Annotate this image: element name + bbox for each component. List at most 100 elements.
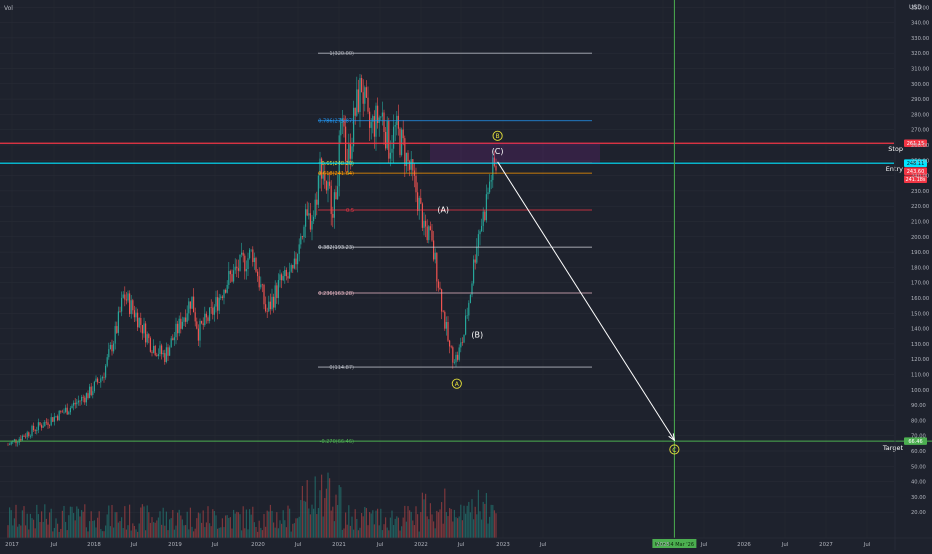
candle-body	[349, 144, 351, 159]
projection-arrow[interactable]	[497, 161, 675, 441]
volume-bar	[25, 525, 27, 538]
candle-body	[399, 128, 401, 155]
volume-bar	[122, 528, 124, 538]
time-axis[interactable]: 2017 Jul 2018 Jul 2019 Jul 2020 Jul 2021 Jul 2022 J…	[0, 537, 932, 548]
candle-body	[178, 318, 180, 334]
volume-bar	[365, 508, 367, 538]
price-tick-label: 70.00	[911, 434, 926, 440]
candle-body	[138, 318, 140, 328]
candle-body	[277, 280, 279, 299]
candle-body	[308, 213, 310, 216]
candle-body	[367, 97, 369, 112]
volume-bar	[410, 511, 412, 538]
candle-body	[285, 269, 287, 277]
candle-body	[345, 126, 347, 162]
candle-body	[410, 159, 412, 170]
candle-body	[269, 301, 271, 310]
fib-label: -0.270(66.46)	[320, 439, 354, 445]
candle-body	[289, 271, 291, 279]
volume-bar	[492, 504, 494, 538]
time-tick-label: 2017	[5, 542, 19, 548]
candle-body	[13, 439, 15, 441]
candle-body	[42, 426, 44, 428]
volume-bar	[85, 527, 87, 538]
candle-body	[473, 259, 475, 284]
candle-body	[63, 411, 65, 413]
volume-bar	[221, 518, 223, 538]
volume-bar	[276, 512, 278, 538]
candle-body	[79, 400, 81, 402]
volume-bar	[124, 506, 126, 538]
candle-body	[137, 312, 139, 328]
volume-bar	[26, 513, 28, 538]
price-tick-label: 260.00	[911, 143, 929, 149]
price-tick-label: 280.00	[911, 112, 929, 118]
volume-bar	[253, 522, 255, 538]
candle-body	[191, 296, 193, 309]
candle-body	[207, 317, 209, 321]
volume-bar	[407, 506, 409, 538]
volume-bar	[117, 522, 119, 538]
candle-body	[213, 306, 215, 315]
volume-bar	[460, 504, 462, 538]
candle-body	[100, 378, 102, 383]
volume-bar	[199, 513, 201, 538]
candle-body	[44, 421, 46, 427]
volume-bar	[271, 510, 273, 538]
candle-body	[394, 125, 396, 127]
candle-body	[95, 378, 97, 382]
volume-bar	[349, 525, 351, 538]
volume-bar	[354, 509, 356, 538]
candle-body	[492, 157, 494, 181]
wave-label-c: C	[672, 447, 676, 454]
volume-bar	[84, 504, 86, 538]
candle-body	[346, 161, 348, 162]
price-badge	[904, 167, 927, 175]
volume-bar	[277, 528, 279, 538]
volume-bar	[138, 523, 140, 538]
volume-bar	[337, 504, 339, 538]
candle-body	[37, 422, 39, 430]
volume-bar	[60, 528, 62, 538]
candle-body	[276, 285, 278, 299]
time-tick-label: 2022	[414, 542, 428, 548]
time-tick-label: Jul	[863, 542, 871, 548]
price-tick-label: 110.00	[911, 373, 929, 379]
candle-body	[167, 347, 169, 356]
price-tick-label: 240.00	[911, 174, 929, 180]
candle-body	[196, 321, 198, 329]
candle-body	[409, 161, 411, 170]
price-badge	[904, 139, 927, 148]
volume-bar	[477, 489, 479, 538]
volume-bar	[42, 521, 44, 538]
volume-bar	[220, 527, 222, 538]
candle-body	[327, 181, 329, 191]
volume-bar	[125, 529, 127, 538]
candle-body	[325, 180, 327, 191]
candle-body	[73, 402, 75, 406]
price-axis[interactable]: 350.00 340.00 330.00 320.00 310.00 300.00 290.…	[894, 0, 929, 550]
volume-bar	[165, 511, 167, 538]
volume-bar	[175, 525, 177, 538]
volume-bar	[481, 519, 483, 538]
volume-bar	[73, 513, 75, 538]
candle-body	[490, 180, 492, 182]
volume-bar	[441, 502, 443, 538]
candle-body	[26, 432, 28, 437]
trade-lines[interactable]: Stop261.15Entry248.11Target66.46243.6024…	[0, 139, 927, 452]
wave-label: (B)	[471, 331, 483, 340]
volume-bar	[151, 517, 153, 538]
volume-bar	[269, 504, 271, 538]
volume-bar	[100, 529, 102, 538]
candle-body	[479, 231, 481, 235]
volume-bar	[359, 527, 361, 538]
time-tick-label: Jul	[294, 542, 302, 548]
volume-bar	[245, 509, 247, 538]
volume-bar	[132, 523, 134, 538]
candle-body	[77, 400, 79, 403]
candle-body	[485, 194, 487, 221]
volume-bar	[274, 527, 276, 538]
candle-body	[55, 416, 57, 417]
